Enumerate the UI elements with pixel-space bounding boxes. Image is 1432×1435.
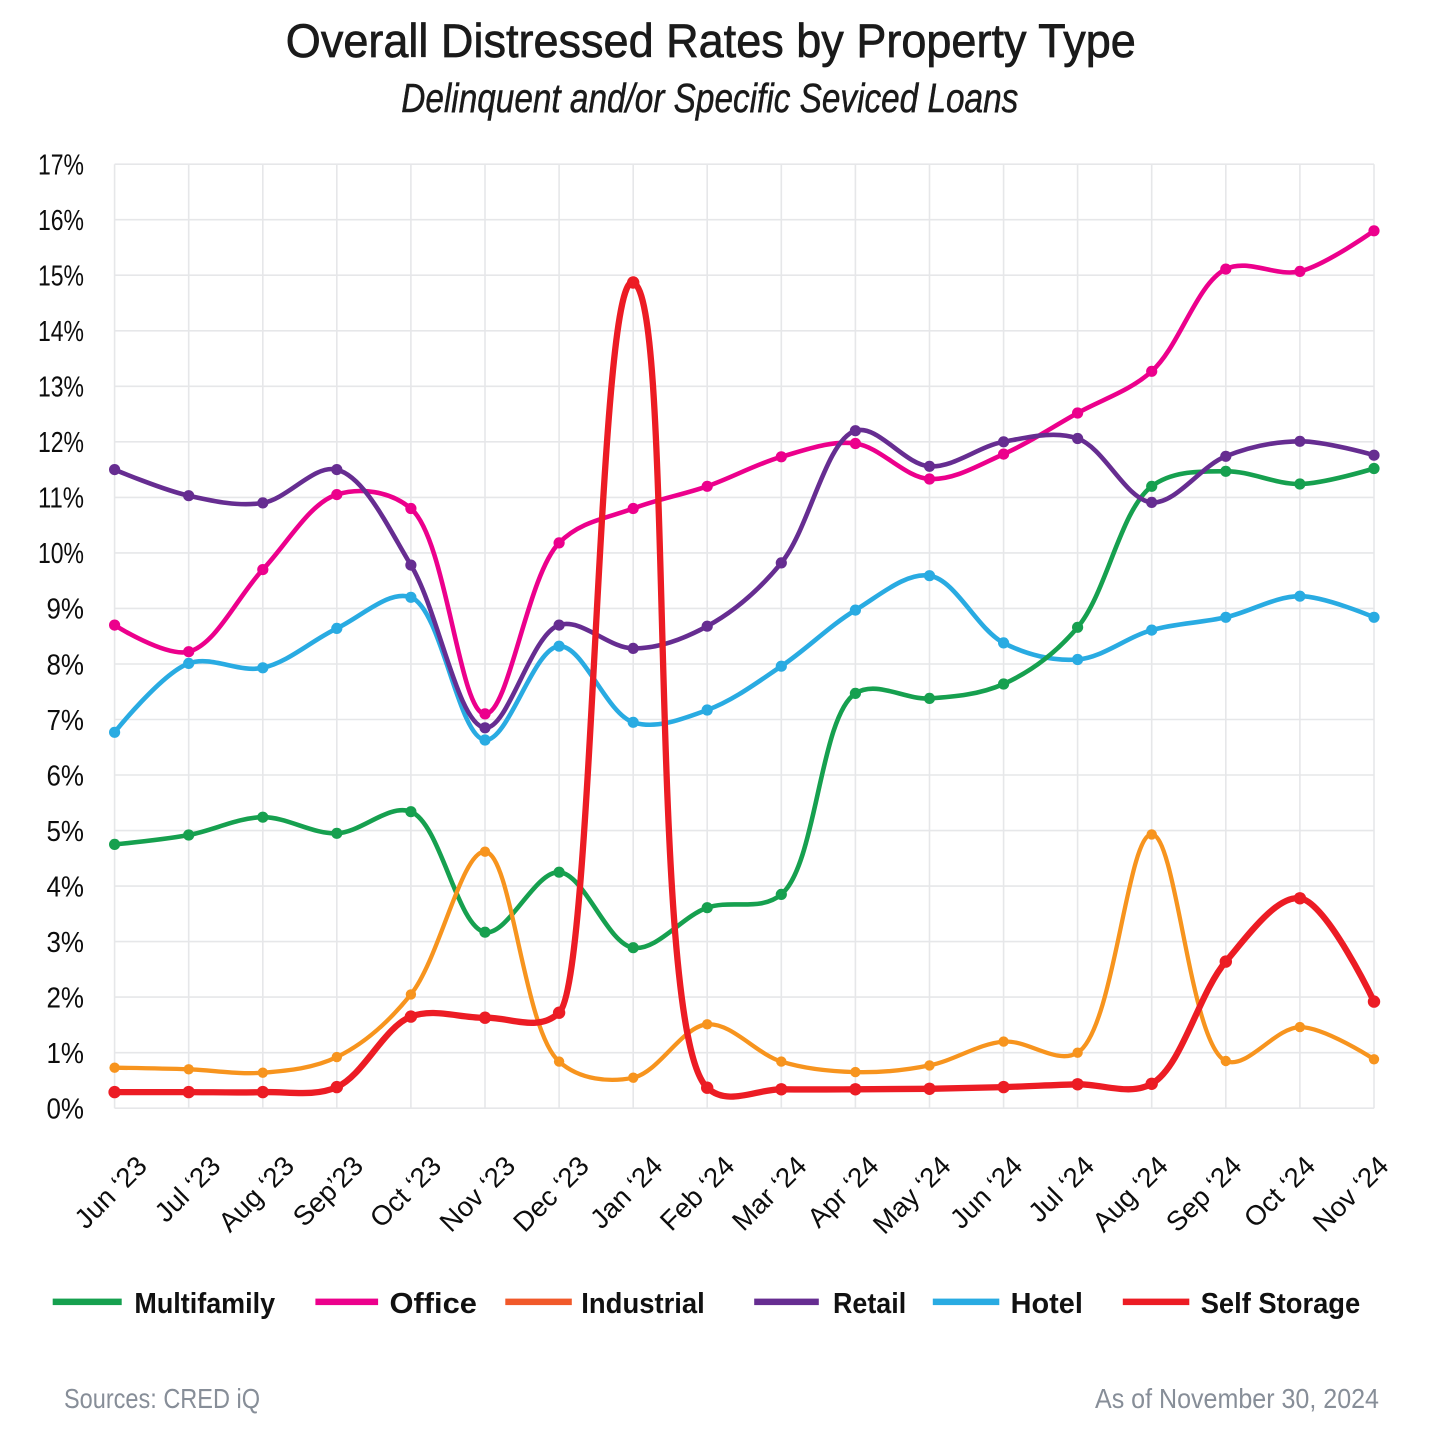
svg-text:Multifamily: Multifamily [134, 1288, 275, 1320]
svg-text:8%: 8% [47, 649, 85, 681]
svg-text:Hotel: Hotel [1011, 1288, 1083, 1320]
svg-text:11%: 11% [38, 483, 84, 515]
svg-text:6%: 6% [47, 760, 85, 792]
svg-text:3%: 3% [47, 927, 85, 959]
svg-text:0%: 0% [47, 1094, 85, 1126]
svg-text:4%: 4% [47, 871, 85, 903]
svg-text:5%: 5% [47, 816, 85, 848]
svg-text:2%: 2% [47, 982, 85, 1014]
svg-text:12%: 12% [38, 427, 84, 459]
svg-text:16%: 16% [38, 205, 84, 237]
svg-text:As of November 30, 2024: As of November 30, 2024 [1095, 1383, 1379, 1414]
svg-text:1%: 1% [47, 1038, 85, 1070]
svg-text:17%: 17% [38, 150, 84, 182]
svg-text:Industrial: Industrial [581, 1288, 705, 1320]
svg-text:14%: 14% [38, 316, 84, 348]
svg-text:13%: 13% [38, 372, 84, 404]
svg-text:Self Storage: Self Storage [1201, 1288, 1361, 1320]
svg-text:9%: 9% [47, 594, 85, 626]
svg-text:7%: 7% [47, 705, 85, 737]
svg-text:Overall Distressed Rates by Pr: Overall Distressed Rates by Property Typ… [286, 14, 1136, 67]
svg-text:10%: 10% [38, 538, 84, 570]
svg-text:Office: Office [390, 1288, 477, 1320]
svg-text:Retail: Retail [833, 1288, 906, 1320]
svg-text:Delinquent and/or Specific Sev: Delinquent and/or Specific Seviced Loans [401, 75, 1018, 121]
svg-text:Sources: CRED iQ: Sources: CRED iQ [64, 1383, 260, 1414]
svg-text:15%: 15% [38, 261, 84, 293]
